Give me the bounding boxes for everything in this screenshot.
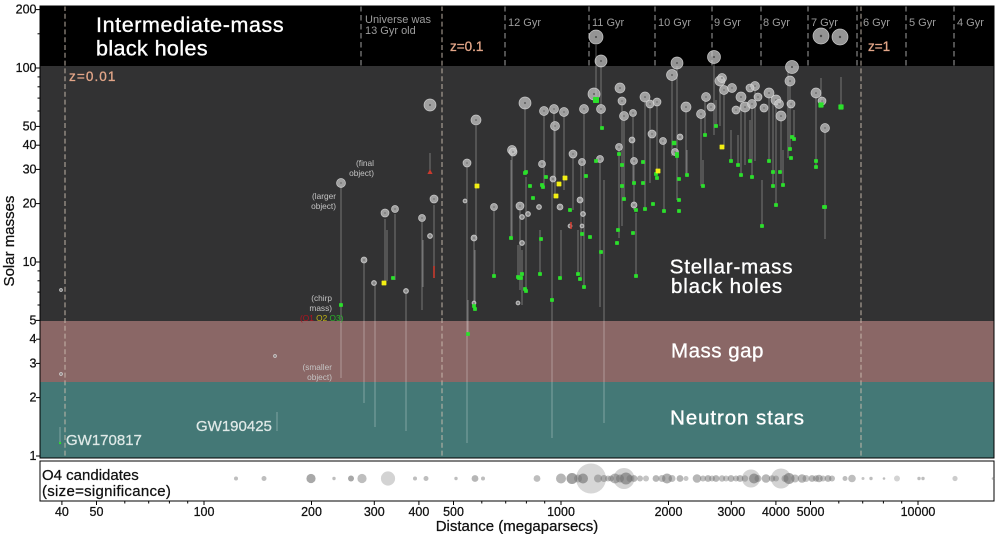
svg-text:10: 10 [23, 255, 37, 269]
svg-text:30: 30 [23, 162, 37, 176]
svg-text:3000: 3000 [717, 505, 745, 519]
svg-text:500: 500 [443, 505, 464, 519]
svg-text:400: 400 [408, 505, 429, 519]
svg-text:z=0.01: z=0.01 [69, 69, 117, 84]
svg-text:black holes: black holes [96, 37, 208, 61]
svg-text:Stellar-mass: Stellar-mass [670, 256, 794, 279]
svg-text:object): object) [349, 168, 374, 178]
svg-text:5 Gyr: 5 Gyr [909, 17, 936, 29]
svg-text:200: 200 [301, 505, 322, 519]
svg-text:object): object) [311, 201, 336, 211]
svg-text:(smaller: (smaller [302, 362, 332, 372]
svg-text:black holes: black holes [671, 275, 783, 298]
svg-text:100: 100 [16, 61, 37, 75]
svg-text:mass): mass) [309, 303, 332, 313]
svg-text:Universe was: Universe was [365, 14, 432, 26]
svg-text:Mass gap: Mass gap [671, 340, 764, 363]
svg-text:z=1: z=1 [868, 39, 890, 54]
svg-text:12 Gyr: 12 Gyr [508, 17, 541, 29]
svg-text:10000: 10000 [901, 505, 936, 519]
svg-text:13 Gyr old: 13 Gyr old [365, 25, 416, 37]
svg-text:Neutron stars: Neutron stars [670, 407, 805, 430]
svg-text:(larger: (larger [312, 191, 336, 201]
svg-text:(chirp: (chirp [311, 293, 332, 303]
svg-text:Solar masses: Solar masses [1, 196, 18, 287]
svg-text:20: 20 [23, 197, 37, 211]
svg-text:9 Gyr: 9 Gyr [714, 17, 741, 29]
svg-text:4: 4 [30, 332, 37, 346]
svg-text:(O1 O2 O3): (O1 O2 O3) [300, 313, 344, 323]
svg-text:40: 40 [23, 138, 37, 152]
svg-text:z=0.1: z=0.1 [450, 39, 483, 54]
svg-text:GW170817: GW170817 [66, 432, 142, 449]
svg-text:1: 1 [30, 449, 37, 463]
svg-text:10 Gyr: 10 Gyr [658, 17, 691, 29]
svg-text:300: 300 [364, 505, 385, 519]
svg-text:50: 50 [23, 119, 37, 133]
svg-text:6 Gyr: 6 Gyr [863, 17, 890, 29]
svg-text:200: 200 [16, 3, 37, 17]
svg-text:5000: 5000 [797, 505, 825, 519]
svg-text:2: 2 [30, 391, 37, 405]
svg-text:GW190425: GW190425 [196, 418, 272, 435]
svg-text:7 Gyr: 7 Gyr [811, 17, 838, 29]
svg-text:(size=significance): (size=significance) [42, 483, 171, 500]
svg-text:4 Gyr: 4 Gyr [957, 17, 984, 29]
svg-text:2000: 2000 [655, 505, 683, 519]
svg-text:Distance (megaparsecs): Distance (megaparsecs) [436, 518, 599, 534]
svg-text:Intermediate-mass: Intermediate-mass [96, 13, 284, 37]
svg-text:O4 candidates: O4 candidates [42, 467, 139, 484]
svg-text:50: 50 [90, 505, 104, 519]
svg-text:5: 5 [30, 313, 37, 327]
svg-text:(final: (final [356, 158, 374, 168]
svg-text:3: 3 [30, 356, 37, 370]
svg-text:40: 40 [55, 505, 69, 519]
svg-text:4000: 4000 [762, 505, 790, 519]
svg-text:1000: 1000 [547, 505, 575, 519]
svg-text:object): object) [307, 372, 332, 382]
svg-text:11 Gyr: 11 Gyr [592, 17, 625, 29]
svg-text:8 Gyr: 8 Gyr [763, 17, 790, 29]
svg-text:100: 100 [194, 505, 215, 519]
